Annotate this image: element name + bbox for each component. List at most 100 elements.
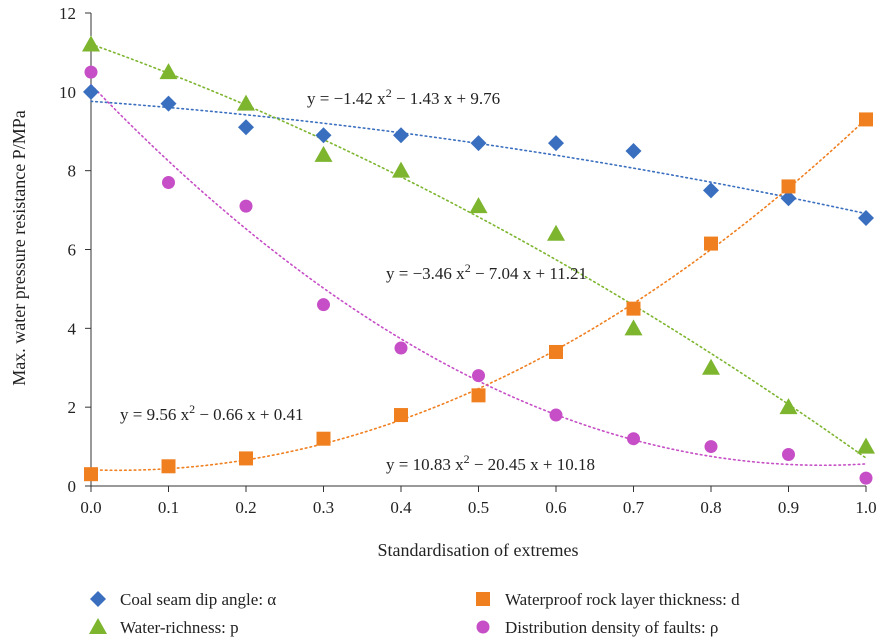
point-square: [394, 408, 408, 423]
y-tick-label: 0: [68, 477, 77, 496]
point-square: [626, 301, 641, 316]
equation-part: − 0.66 x + 0.41: [195, 405, 303, 424]
legend-item: Waterproof rock layer thickness: d: [476, 590, 740, 609]
point-diamond: [315, 127, 332, 144]
legend-label: Distribution density of faults: ρ: [505, 618, 718, 637]
axes: 0.0 0.1 0.2 0.3 0.4 0.5 0.6 0.7 0.8 0.9 1.0 0 2 4 6 8 1…: [59, 4, 877, 517]
x-tick-label: 0.9: [778, 498, 799, 517]
x-tick-label: 0.3: [313, 498, 334, 517]
trendline-diamond: [90, 100, 867, 215]
point-square: [859, 112, 873, 127]
y-tick-label: 2: [68, 398, 77, 417]
y-axis-title: Max. water pressure resistance P/MPa: [9, 110, 29, 385]
point-circle: [549, 408, 563, 422]
legend-label: Waterproof rock layer thickness: d: [505, 590, 740, 609]
equation-part: − 20.45 x + 10.18: [470, 455, 595, 474]
y-tick-label: 10: [59, 83, 76, 102]
point-circle: [317, 298, 330, 312]
point-diamond: [238, 119, 254, 136]
point-diamond: [625, 142, 642, 159]
point-circle: [472, 369, 485, 383]
point-circle: [627, 432, 640, 446]
legend-diamond-icon: [90, 591, 106, 607]
data-markers: [82, 35, 875, 485]
x-tick-label: 0.6: [545, 498, 566, 517]
x-tick-label: 0.1: [158, 498, 179, 517]
x-axis-title: Standardisation of extremes: [378, 540, 579, 560]
y-tick-label: 6: [68, 241, 77, 260]
trendline-triangle: [90, 43, 867, 459]
point-square: [781, 179, 796, 194]
point-square: [84, 467, 98, 482]
equation-part: − 1.43 x + 9.76: [392, 89, 500, 108]
x-tick-label: 0.0: [80, 498, 101, 517]
point-circle: [239, 199, 253, 213]
equation-part: − 7.04 x + 11.21: [471, 264, 587, 283]
x-tick-label: 0.7: [623, 498, 645, 517]
point-triangle: [159, 63, 178, 80]
point-square: [704, 236, 718, 251]
point-square: [316, 431, 331, 446]
x-tick-label: 1.0: [855, 498, 876, 517]
legend-circle-icon: [476, 620, 490, 634]
legend: Coal seam dip angle: α Water-richness: p W…: [89, 590, 740, 637]
point-triangle: [82, 35, 100, 52]
point-triangle: [392, 161, 410, 178]
equation-part: y = −1.42 x: [307, 89, 386, 108]
point-triangle: [857, 437, 875, 454]
legend-label: Water-richness: p: [120, 618, 239, 637]
point-diamond: [858, 209, 874, 226]
point-triangle: [314, 145, 333, 162]
point-diamond: [160, 95, 177, 112]
x-tick-label: 0.8: [700, 498, 721, 517]
point-triangle: [469, 197, 488, 214]
x-tick-label: 0.2: [235, 498, 256, 517]
equation-exponent: 2: [386, 86, 392, 100]
equation-part: y = 10.83 x: [386, 455, 464, 474]
point-triangle: [702, 358, 720, 375]
point-diamond: [780, 190, 797, 207]
legend-item: Water-richness: p: [89, 618, 239, 637]
legend-square-icon: [476, 592, 490, 606]
point-square: [161, 459, 176, 474]
legend-item: Distribution density of faults: ρ: [476, 618, 718, 637]
y-ticks: 0 2 4 6 8 10 12: [59, 4, 91, 496]
point-square: [549, 344, 563, 359]
point-circle: [704, 440, 718, 454]
equation-exponent: 2: [464, 452, 470, 466]
equation-part: y = −3.46 x: [386, 264, 465, 283]
legend-item: Coal seam dip angle: α: [90, 590, 276, 609]
point-circle: [394, 341, 408, 355]
trendline-equation-triangle: y = −3.46 x2 − 7.04 x + 11.21: [386, 261, 587, 283]
equation-exponent: 2: [189, 402, 195, 416]
point-diamond: [470, 135, 487, 152]
trendline-equation-diamond: y = −1.42 x2 − 1.43 x + 9.76: [307, 86, 500, 108]
point-triangle: [624, 319, 643, 336]
y-tick-label: 4: [68, 319, 77, 338]
point-triangle: [779, 398, 798, 415]
point-circle: [782, 447, 795, 461]
x-tick-label: 0.4: [390, 498, 412, 517]
y-tick-label: 12: [59, 4, 76, 23]
point-triangle: [547, 224, 565, 241]
point-square: [239, 451, 253, 466]
point-diamond: [703, 182, 719, 199]
legend-label: Coal seam dip angle: α: [120, 590, 276, 609]
x-tick-label: 0.5: [468, 498, 489, 517]
legend-triangle-icon: [89, 618, 107, 634]
equation-exponent: 2: [465, 261, 471, 275]
point-triangle: [237, 94, 255, 111]
point-diamond: [548, 135, 564, 152]
y-tick-label: 8: [68, 162, 77, 181]
point-circle: [162, 175, 175, 189]
trendline-equation-square: y = 9.56 x2 − 0.66 x + 0.41: [120, 402, 304, 424]
trendline-equations: y = −1.42 x2 − 1.43 x + 9.76y = −3.46 x2…: [120, 86, 595, 474]
point-diamond: [393, 127, 409, 144]
point-circle: [859, 471, 873, 485]
trendline-equation-circle: y = 10.83 x2 − 20.45 x + 10.18: [386, 452, 595, 474]
x-ticks: 0.0 0.1 0.2 0.3 0.4 0.5 0.6 0.7 0.8 0.9 1.0: [80, 486, 877, 517]
equation-part: y = 9.56 x: [120, 405, 190, 424]
point-diamond: [83, 83, 99, 100]
point-circle: [84, 65, 98, 79]
